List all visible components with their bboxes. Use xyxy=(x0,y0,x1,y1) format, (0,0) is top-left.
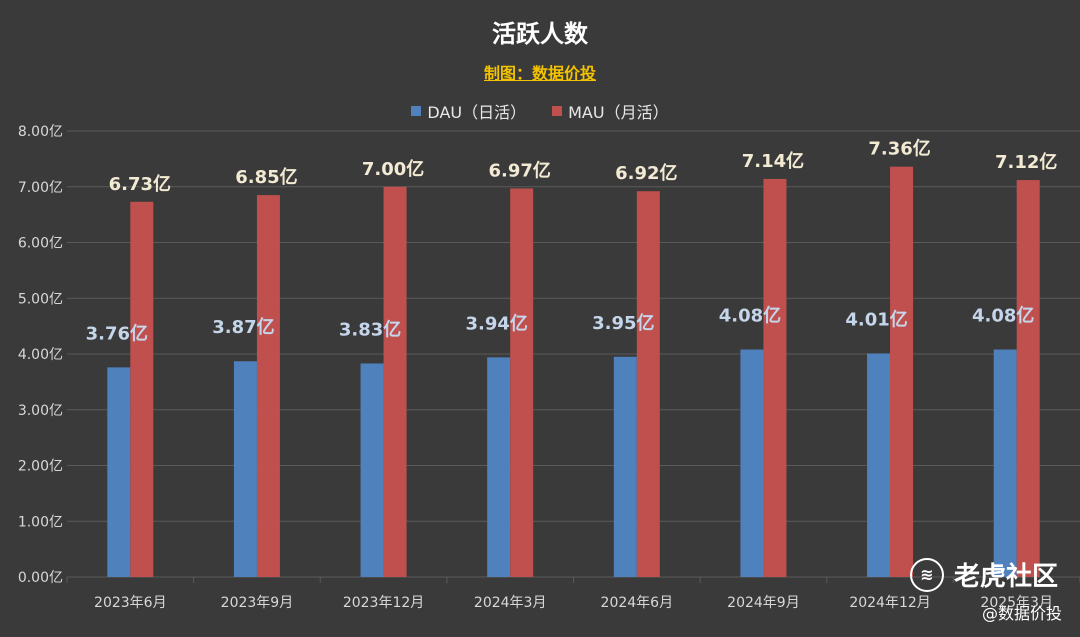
data-label-mau: 6.97亿 xyxy=(488,159,550,181)
legend-swatch-mau xyxy=(552,106,563,116)
data-label-mau: 6.85亿 xyxy=(235,166,297,188)
y-tick-label: 5.00亿 xyxy=(18,291,63,307)
data-label-dau: 4.01亿 xyxy=(845,308,907,330)
data-label-mau: 7.36亿 xyxy=(868,138,930,160)
x-tick-label: 2024年6月 xyxy=(601,595,674,611)
data-label-dau: 3.83亿 xyxy=(339,318,401,340)
tiger-community-logo-icon: ≋ xyxy=(909,557,944,592)
bar-dau xyxy=(233,361,257,577)
data-label-mau: 7.14亿 xyxy=(742,150,804,172)
bar-dau xyxy=(740,349,764,577)
data-label-dau: 3.95亿 xyxy=(592,312,654,334)
x-tick-label: 2023年6月 xyxy=(94,595,167,611)
bar-mau xyxy=(130,201,154,578)
data-label-dau: 4.08亿 xyxy=(719,305,781,327)
y-tick-label: 6.00亿 xyxy=(18,236,63,252)
x-tick-label: 2025年3月 xyxy=(980,595,1053,611)
x-tick-label: 2024年12月 xyxy=(849,595,930,611)
data-label-mau: 6.92亿 xyxy=(615,162,677,184)
data-label-dau: 3.94亿 xyxy=(465,312,527,334)
data-label-dau: 3.76亿 xyxy=(86,322,148,344)
bar-dau xyxy=(107,367,131,577)
watermark: ≋ 老虎社区 xyxy=(909,556,1058,593)
data-label-dau: 4.08亿 xyxy=(972,305,1034,327)
x-tick-label: 2023年12月 xyxy=(343,595,424,611)
legend-swatch-dau xyxy=(411,106,422,116)
x-tick-label: 2023年9月 xyxy=(221,595,294,611)
legend: DAU（日活） MAU（月活） xyxy=(0,99,1080,123)
x-tick-label: 2024年9月 xyxy=(727,595,800,611)
bar-mau xyxy=(890,166,914,577)
bar-mau xyxy=(256,195,280,578)
bar-mau xyxy=(636,191,660,577)
legend-item-dau: DAU（日活） xyxy=(411,99,526,123)
chart-subtitle: 制图：数据价投 xyxy=(483,64,596,83)
y-tick-label: 8.00亿 xyxy=(18,124,63,140)
bar-dau xyxy=(613,356,637,577)
data-label-mau: 7.00亿 xyxy=(362,158,424,180)
x-tick-label: 2024年3月 xyxy=(474,595,547,611)
bar-dau xyxy=(867,353,891,577)
y-tick-label: 4.00亿 xyxy=(18,347,63,363)
bar-dau xyxy=(487,357,511,577)
y-tick-label: 0.00亿 xyxy=(18,570,63,586)
legend-label-mau: MAU（月活） xyxy=(568,103,669,122)
legend-item-mau: MAU（月活） xyxy=(552,99,669,123)
y-tick-label: 2.00亿 xyxy=(18,459,63,475)
bar-mau xyxy=(510,188,534,578)
bar-mau xyxy=(383,186,407,577)
legend-label-dau: DAU（日活） xyxy=(427,103,527,122)
data-label-mau: 7.12亿 xyxy=(995,151,1057,173)
bar-mau xyxy=(1016,180,1040,577)
bar-dau xyxy=(993,349,1017,577)
y-tick-label: 1.00亿 xyxy=(18,514,63,530)
watermark-handle: @数据价投 xyxy=(981,604,1062,623)
data-label-mau: 6.73亿 xyxy=(109,173,171,195)
bar-dau xyxy=(360,363,384,577)
y-tick-label: 7.00亿 xyxy=(18,180,63,196)
watermark-brand: 老虎社区 xyxy=(953,562,1058,592)
y-tick-label: 3.00亿 xyxy=(18,403,63,419)
chart-title: 活跃人数 xyxy=(492,20,588,48)
bar-mau xyxy=(763,178,787,577)
data-label-dau: 3.87亿 xyxy=(212,316,274,338)
